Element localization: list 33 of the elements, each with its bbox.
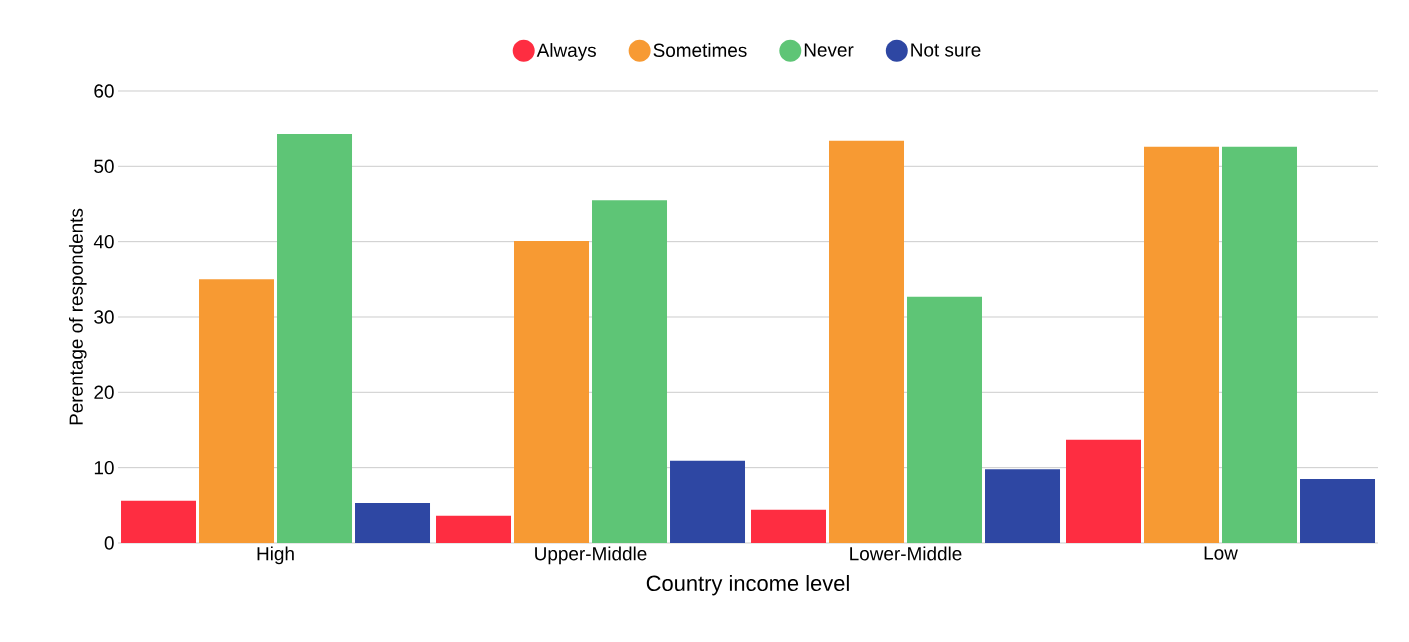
x-tick-label: Low	[1204, 546, 1238, 560]
bar	[514, 240, 590, 543]
y-tick-label: 20	[94, 385, 114, 400]
bar	[1144, 146, 1220, 543]
bar	[1222, 146, 1298, 543]
x-tick-label: Upper-Middle	[535, 546, 647, 565]
bar	[907, 296, 983, 543]
y-tick-label: 10	[94, 460, 114, 475]
bar	[355, 503, 431, 543]
legend-label: Always	[536, 43, 596, 61]
legend-label: Not sure	[911, 43, 981, 57]
bar	[1066, 439, 1142, 543]
bar	[436, 515, 512, 543]
bar	[277, 133, 353, 543]
x-tick-label: High	[257, 546, 294, 565]
y-tick-label: 50	[94, 159, 114, 174]
bar	[751, 509, 827, 543]
y-tick-label: 60	[94, 84, 114, 98]
y-tick-label: 30	[94, 310, 114, 324]
bar	[1300, 478, 1376, 543]
y-axis-title: Perentage of respondents	[68, 208, 87, 425]
bar	[829, 140, 905, 543]
y-tick-label: 0	[104, 536, 114, 550]
bar	[592, 200, 668, 543]
y-tick-label: 40	[93, 234, 114, 249]
bar	[985, 469, 1061, 543]
bar	[121, 500, 197, 543]
bar	[199, 279, 275, 543]
legend-label: Sometimes	[653, 43, 747, 57]
bar	[670, 460, 746, 543]
x-axis-title: Country income level	[646, 574, 849, 596]
x-tick-label: Lower-Middle	[850, 546, 962, 561]
legend-label: Never	[804, 43, 854, 57]
